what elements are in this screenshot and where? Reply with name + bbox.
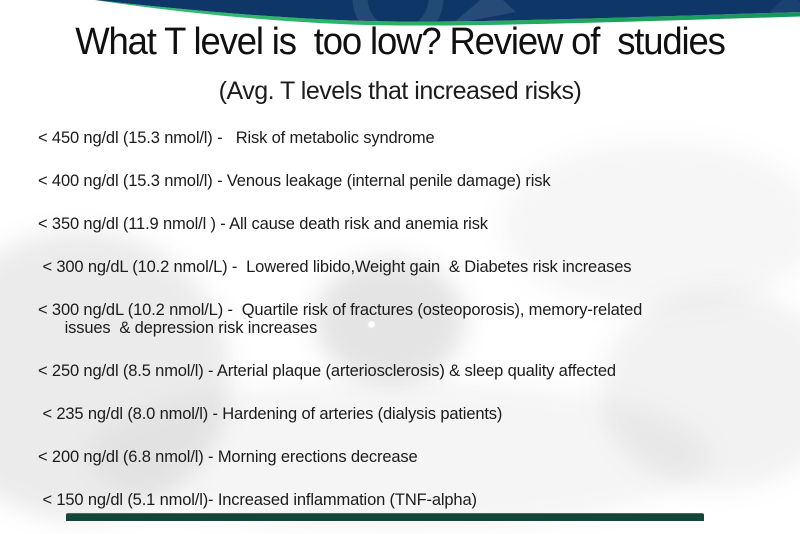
risk-item: < 350 ng/dl (11.9 nmol/l ) - All cause d… [38, 215, 488, 233]
risk-item: < 250 ng/dl (8.5 nmol/l) - Arterial plaq… [38, 362, 616, 380]
footer-bar [66, 513, 704, 521]
background-photo-highlight [368, 321, 375, 328]
risk-item: < 300 ng/dL (10.2 nmol/L) - Lowered libi… [38, 258, 632, 276]
risk-list: < 450 ng/dl (15.3 nmol/l) - Risk of meta… [38, 129, 790, 534]
slide-title: What T level is too low? Review of studi… [75, 21, 726, 63]
risk-item: < 235 ng/dl (8.0 nmol/l) - Hardening of … [38, 405, 503, 423]
risk-item: < 200 ng/dl (6.8 nmol/l) - Morning erect… [38, 448, 418, 466]
swoosh-green-stripe [95, 0, 800, 26]
risk-item: < 150 ng/dl (5.1 nmol/l)- Increased infl… [38, 491, 477, 509]
header-swoosh [95, 0, 800, 26]
swoosh-navy-band [95, 0, 800, 22]
risk-item: < 400 ng/dl (15.3 nmol/l) - Venous leaka… [38, 172, 551, 190]
risk-item: < 450 ng/dl (15.3 nmol/l) - Risk of meta… [38, 129, 435, 147]
slide-subtitle: (Avg. T levels that increased risks) [218, 77, 582, 105]
slide-root: What T level is too low? Review of studi… [0, 0, 800, 521]
risk-item: < 300 ng/dL (10.2 nmol/L) - Quartile ris… [38, 301, 643, 337]
